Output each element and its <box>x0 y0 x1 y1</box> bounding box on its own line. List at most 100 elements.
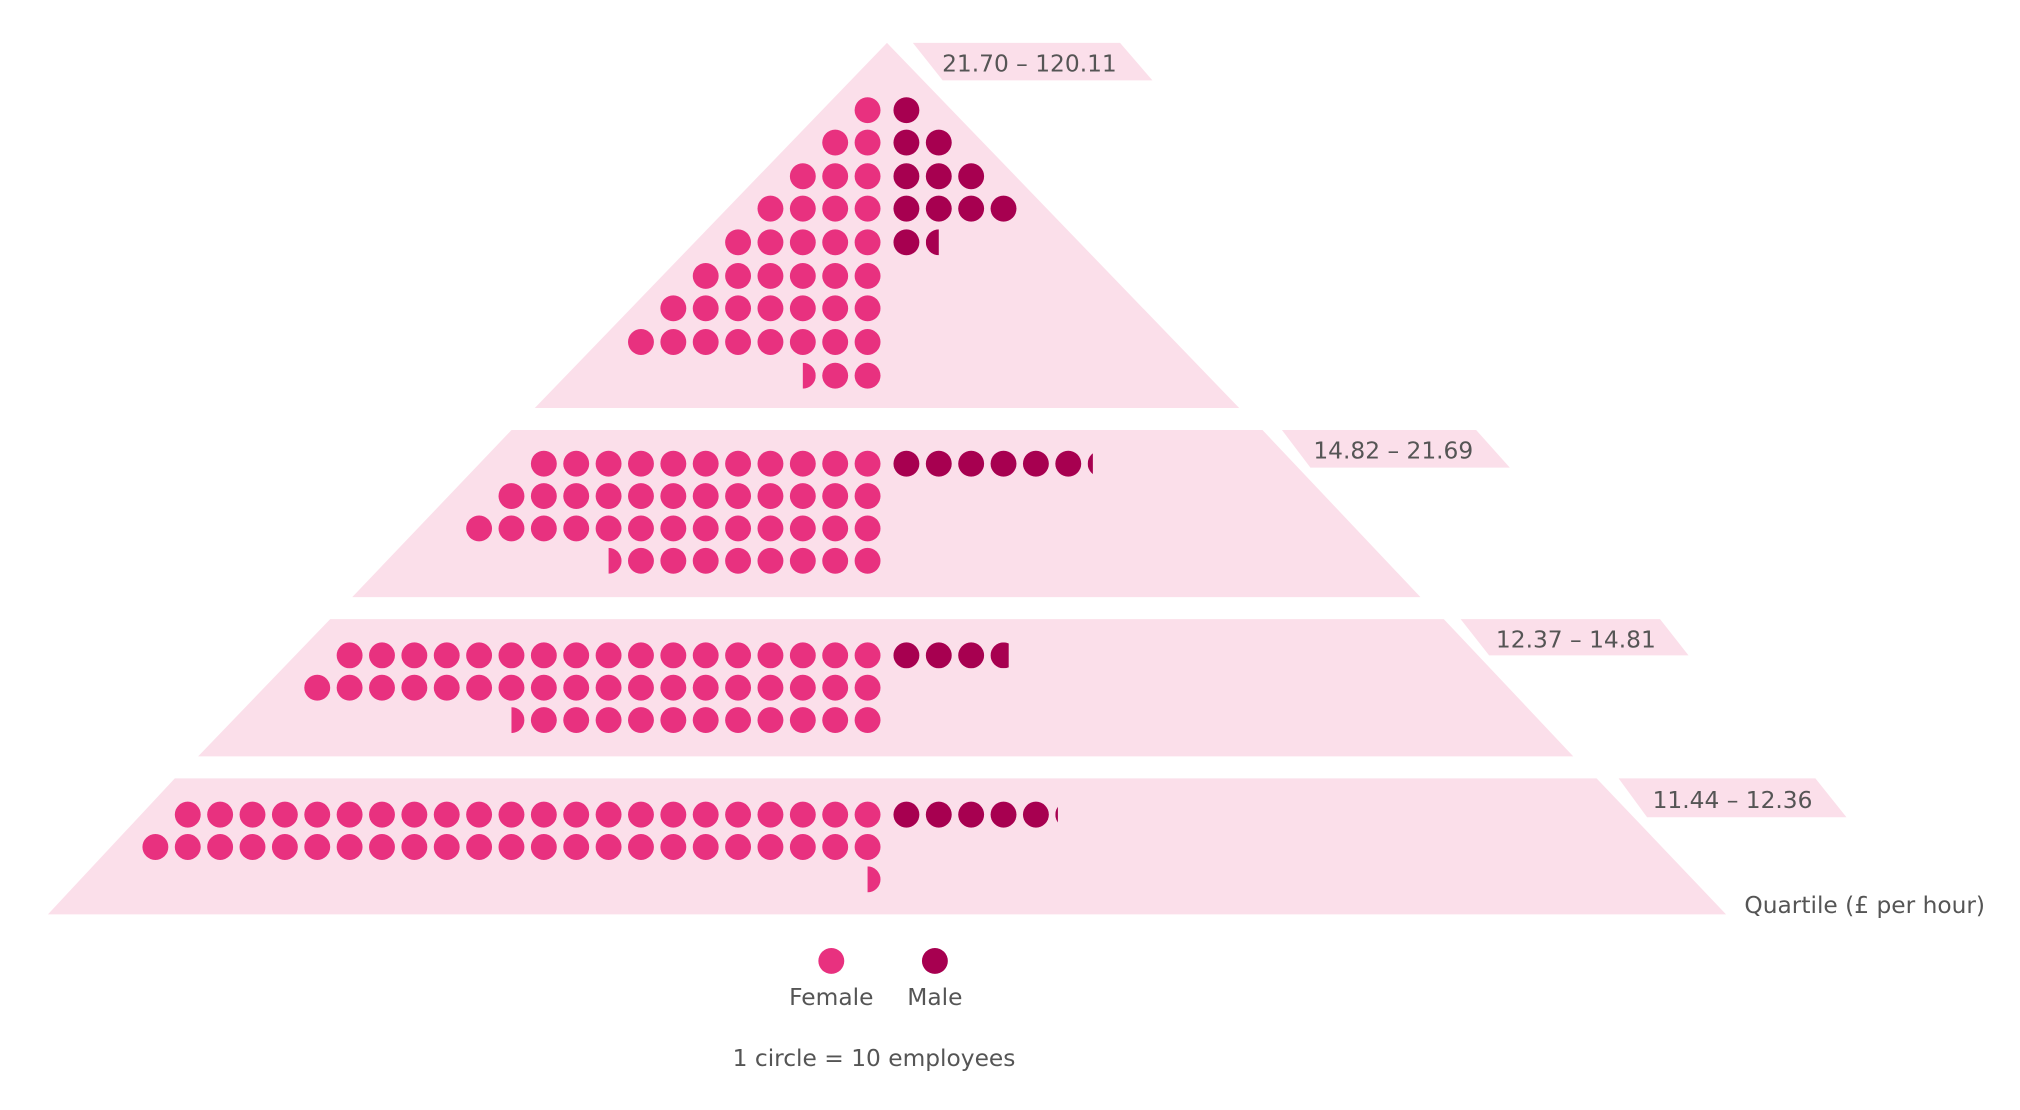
male-circle <box>925 195 952 222</box>
female-circle <box>660 483 687 510</box>
female-circle <box>757 195 784 222</box>
female-circle <box>789 163 816 190</box>
female-circle <box>595 707 622 734</box>
female-circle <box>822 295 849 322</box>
female-circle <box>336 642 363 669</box>
female-circle <box>628 707 654 734</box>
male-circle <box>925 642 952 669</box>
female-circle <box>854 97 881 124</box>
female-circle <box>660 707 687 734</box>
range-label: 12.37 – 14.81 <box>1496 627 1656 654</box>
range-tab <box>912 42 1153 81</box>
female-circle <box>757 515 784 542</box>
male-circle <box>925 801 952 828</box>
female-circle <box>628 483 654 510</box>
female-circle <box>660 642 687 669</box>
female-circle <box>239 801 266 828</box>
female-circle <box>207 834 234 860</box>
axis-label: Quartile (£ per hour) <box>1744 892 1985 919</box>
female-circle <box>336 674 363 701</box>
female-circle <box>692 834 719 860</box>
female-circle <box>725 295 752 322</box>
male-circle <box>958 195 985 222</box>
female-circle <box>854 707 881 734</box>
female-circle <box>660 547 687 574</box>
female-circle <box>789 483 816 510</box>
female-circle <box>822 263 849 289</box>
female-circle <box>725 329 752 355</box>
female-circle <box>692 295 719 322</box>
female-circle <box>854 229 881 256</box>
legend-male-marker <box>921 947 948 974</box>
female-circle <box>530 483 557 510</box>
female-circle <box>757 642 784 669</box>
male-circle <box>893 163 920 190</box>
female-circle <box>692 674 719 701</box>
female-circle <box>854 642 881 669</box>
female-circle <box>401 642 428 669</box>
female-circle <box>854 801 881 828</box>
female-circle <box>822 362 849 389</box>
female-circle <box>530 707 557 734</box>
female-circle <box>401 834 428 860</box>
female-circle <box>369 642 395 669</box>
female-circle <box>822 329 849 355</box>
female-circle <box>271 801 298 828</box>
female-circle <box>789 263 816 289</box>
female-circle <box>660 674 687 701</box>
legend-female-marker <box>818 947 845 974</box>
male-circle <box>893 195 920 222</box>
legend: Female Male <box>789 947 962 1011</box>
band-shape <box>352 430 1421 598</box>
female-circle <box>789 195 816 222</box>
range-tab <box>1460 619 1689 656</box>
female-circle <box>854 547 881 574</box>
female-circle <box>822 229 849 256</box>
female-circle <box>692 450 719 477</box>
female-circle <box>692 263 719 289</box>
female-circle <box>498 515 525 542</box>
female-circle <box>789 642 816 669</box>
female-circle <box>466 834 493 860</box>
female-circle-partial <box>511 707 525 734</box>
female-circle-partial <box>867 866 881 893</box>
male-circle <box>958 801 985 828</box>
female-circle <box>789 834 816 860</box>
female-circle <box>822 483 849 510</box>
female-circle <box>757 483 784 510</box>
female-circle <box>854 195 881 222</box>
female-circle <box>530 801 557 828</box>
female-circle <box>563 515 590 542</box>
female-circle <box>595 483 622 510</box>
female-circle <box>628 329 654 355</box>
unit-note: 1 circle = 10 employees <box>733 1045 1016 1072</box>
female-circle <box>692 515 719 542</box>
male-circle <box>958 450 985 477</box>
female-circle <box>854 129 881 156</box>
female-circle-partial <box>802 362 816 389</box>
male-circle-partial <box>1087 453 1093 475</box>
female-circle <box>822 450 849 477</box>
female-circle <box>725 229 752 256</box>
female-circle <box>369 674 395 701</box>
female-circle <box>174 801 201 828</box>
female-circle <box>854 362 881 389</box>
female-circle <box>822 547 849 574</box>
male-circle-partial <box>990 642 1009 669</box>
female-circle <box>660 295 687 322</box>
male-circle <box>893 97 920 124</box>
female-circle <box>757 329 784 355</box>
male-circle <box>893 642 920 669</box>
female-circle <box>757 834 784 860</box>
female-circle <box>628 515 654 542</box>
female-circle <box>628 547 654 574</box>
female-circle <box>822 163 849 190</box>
range-tab <box>1281 430 1510 468</box>
female-circle <box>595 801 622 828</box>
female-circle <box>822 515 849 542</box>
female-circle <box>692 707 719 734</box>
male-circle <box>925 129 952 156</box>
band-shape <box>47 778 1727 915</box>
female-circle <box>466 674 493 701</box>
